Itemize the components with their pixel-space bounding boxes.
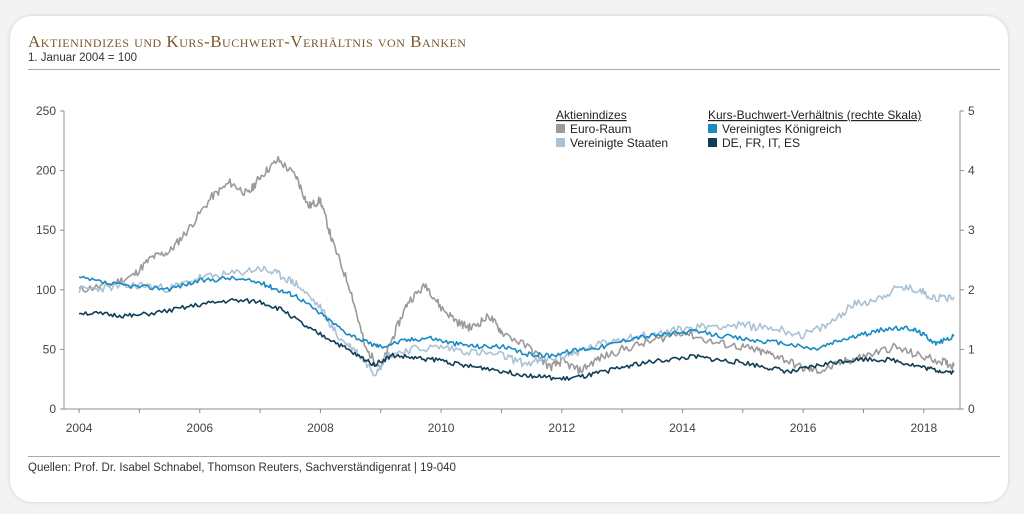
- legend-swatch: [556, 138, 565, 147]
- y-right-tick-label: 4: [968, 164, 975, 178]
- x-tick-label: 2006: [186, 421, 213, 435]
- x-tick-label: 2008: [307, 421, 334, 435]
- y-left-tick-label: 0: [49, 402, 56, 416]
- chart-title: Aktienindizes und Kurs-Buchwert-Verhältn…: [28, 32, 467, 51]
- chart-card: Aktienindizes und Kurs-Buchwert-Verhältn…: [10, 16, 1008, 502]
- legend-label: Euro-Raum: [570, 122, 631, 136]
- series-line-vereinigte-staaten: [78, 265, 955, 377]
- x-tick-label: 2004: [66, 421, 93, 435]
- y-right-tick-label: 1: [968, 342, 975, 356]
- legend-group-title-right: Kurs-Buchwert-Verhältnis (rechte Skala): [708, 108, 921, 122]
- y-right-tick-label: 3: [968, 223, 975, 237]
- footer-divider: [28, 456, 1000, 457]
- y-left-tick-label: 250: [36, 104, 56, 118]
- y-right-tick-label: 0: [968, 402, 975, 416]
- x-tick-label: 2018: [910, 421, 937, 435]
- x-tick-label: 2010: [428, 421, 455, 435]
- series-line-de-fr-it-es: [78, 298, 955, 381]
- legend-label: DE, FR, IT, ES: [722, 136, 800, 150]
- header-divider: [28, 69, 1000, 70]
- x-tick-label: 2012: [548, 421, 575, 435]
- chart-subtitle: 1. Januar 2004 = 100: [28, 52, 138, 64]
- series-line-vereinigtes-königreich: [78, 275, 955, 359]
- y-left-tick-label: 100: [36, 283, 56, 297]
- legend-swatch: [708, 124, 717, 133]
- y-right-tick-label: 2: [968, 283, 975, 297]
- y-right-tick-label: 5: [968, 104, 975, 118]
- legend-group-title-left: Aktienindizes: [556, 108, 627, 122]
- legend-swatch: [556, 124, 565, 133]
- y-left-tick-label: 200: [36, 164, 56, 178]
- source-note: Quellen: Prof. Dr. Isabel Schnabel, Thom…: [28, 462, 456, 474]
- y-left-tick-label: 50: [43, 342, 57, 356]
- legend-label: Vereinigte Staaten: [570, 136, 668, 150]
- y-left-tick-label: 150: [36, 223, 56, 237]
- x-tick-label: 2016: [790, 421, 817, 435]
- series-line-euro-raum: [78, 155, 955, 375]
- x-tick-label: 2014: [669, 421, 696, 435]
- legend-swatch: [708, 138, 717, 147]
- legend-label: Vereinigtes Königreich: [722, 122, 841, 136]
